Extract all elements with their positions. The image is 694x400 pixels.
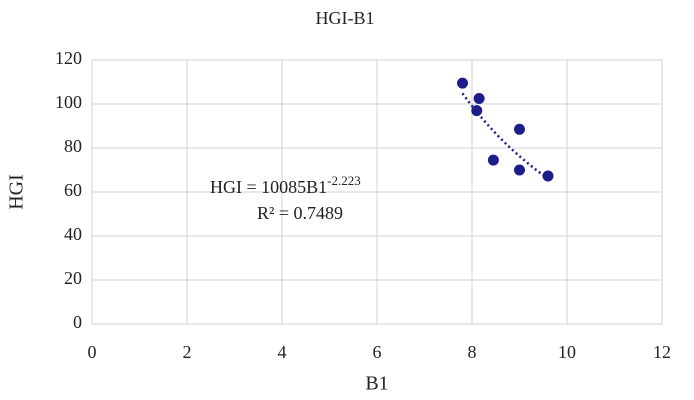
x-tick-label: 0	[88, 342, 97, 362]
equation-exponent: -2.223	[327, 173, 361, 188]
point	[457, 77, 468, 89]
x-tick-label: 2	[183, 342, 192, 362]
y-axis-label: HGI	[6, 174, 28, 210]
trend-equation: HGI = 10085B1-2.223	[210, 173, 361, 197]
x-tick-label: 4	[278, 342, 287, 362]
equation-base: HGI = 10085B1	[210, 177, 327, 197]
x-tick-label: 12	[653, 342, 671, 362]
point	[514, 123, 525, 135]
point	[514, 164, 525, 176]
y-tick-label: 80	[64, 136, 82, 156]
point	[542, 170, 554, 182]
y-tick-label: 20	[64, 268, 82, 288]
y-tick-label: 0	[73, 312, 82, 332]
x-axis-label: B1	[365, 373, 388, 395]
trendline	[461, 92, 549, 180]
x-tick-label: 10	[558, 342, 576, 362]
point	[487, 154, 499, 166]
x-tick-label: 6	[373, 342, 382, 362]
y-tick-label: 40	[64, 224, 82, 244]
r-squared: R² = 0.7489	[257, 203, 343, 223]
x-tick-label: 8	[468, 342, 477, 362]
chart-title: HGI-B1	[316, 8, 375, 28]
y-tick-label: 120	[55, 48, 82, 68]
y-tick-label: 100	[55, 92, 82, 112]
point	[471, 105, 483, 117]
y-tick-label: 60	[64, 180, 82, 200]
point	[473, 93, 485, 104]
